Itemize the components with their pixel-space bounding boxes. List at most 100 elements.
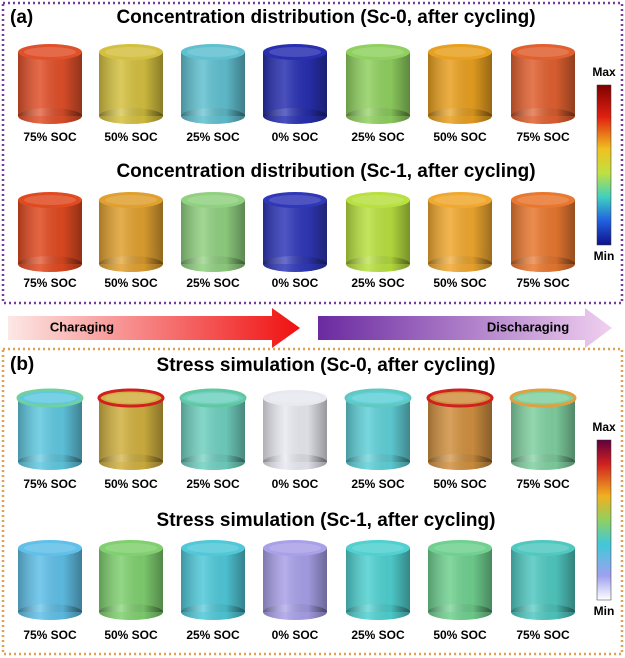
cylinder-top-highlight: [269, 393, 321, 403]
soc-label: 75% SOC: [23, 477, 77, 491]
cylinder-top-highlight: [517, 543, 569, 553]
cylinder-shade: [428, 52, 492, 116]
cylinder-bottom-shade: [511, 604, 575, 620]
cylinder-shade: [99, 398, 163, 462]
cylinder-shade: [346, 200, 410, 264]
cylinder-shade: [181, 548, 245, 612]
cylinder-shade: [263, 398, 327, 462]
cylinder-bottom-shade: [263, 256, 327, 272]
cylinder-top: [346, 192, 410, 208]
soc-label: 25% SOC: [351, 628, 405, 642]
cylinder-top: [509, 388, 577, 408]
cylinder-top: [99, 192, 163, 208]
cylinder-top: [18, 540, 82, 556]
discharging-arrow: [318, 308, 612, 348]
cylinder-bottom-shade: [99, 604, 163, 620]
cylinder-top-highlight: [24, 47, 76, 57]
cylinder-shade: [99, 52, 163, 116]
cylinder-top-highlight: [352, 195, 404, 205]
soc-label: 50% SOC: [104, 477, 158, 491]
row-title: Stress simulation (Sc-1, after cycling): [157, 510, 496, 531]
cylinder-shade: [99, 548, 163, 612]
cylinder-bottom-shade: [18, 256, 82, 272]
cylinder-top-highlight: [517, 47, 569, 57]
cylinder-shade: [511, 398, 575, 462]
cylinder-top: [426, 388, 494, 408]
colorbar: [596, 84, 612, 246]
cylinder-top: [346, 540, 410, 556]
cylinder-top: [99, 44, 163, 60]
cylinder-top-highlight: [187, 393, 239, 403]
cylinder-top-highlight: [434, 543, 486, 553]
cylinder-top: [181, 192, 245, 208]
colorbar: [596, 439, 612, 601]
cylinder-top: [16, 388, 84, 408]
cylinder-bottom-shade: [263, 108, 327, 124]
cylinder-top: [346, 44, 410, 60]
cylinder-bottom-shade: [181, 256, 245, 272]
soc-label: 75% SOC: [516, 628, 570, 642]
cylinder-top-highlight: [269, 195, 321, 205]
cylinder-top: [511, 44, 575, 60]
cylinder-shade: [428, 548, 492, 612]
cylinder-top-highlight: [24, 195, 76, 205]
cylinder-top-highlight: [517, 195, 569, 205]
cylinder-top-highlight: [434, 47, 486, 57]
cylinder-bottom-shade: [511, 256, 575, 272]
cylinder-shade: [511, 200, 575, 264]
cylinder-top: [263, 192, 327, 208]
cylinder-top-highlight: [187, 47, 239, 57]
cylinder-bottom-shade: [346, 454, 410, 470]
cylinder-shade: [511, 52, 575, 116]
cylinder-top-highlight: [105, 47, 157, 57]
cylinder-top: [263, 390, 327, 406]
soc-label: 75% SOC: [516, 477, 570, 491]
cylinder-top-highlight: [105, 393, 157, 403]
cylinder-bottom-shade: [511, 454, 575, 470]
panel-b-border: [1, 347, 624, 656]
cylinder-top-highlight: [352, 543, 404, 553]
cylinder-bottom-shade: [181, 108, 245, 124]
discharging-label: Discharaging: [487, 319, 569, 334]
charging-arrow: [8, 308, 300, 348]
cylinder-shade: [18, 548, 82, 612]
colorbar-max: Max: [592, 65, 616, 79]
soc-label: 25% SOC: [186, 276, 240, 290]
row-title: Concentration distribution (Sc-0, after …: [116, 7, 535, 28]
soc-label: 50% SOC: [433, 130, 487, 144]
cylinder-top: [344, 388, 412, 408]
cylinder-shade: [263, 548, 327, 612]
cylinder-shade: [428, 398, 492, 462]
cylinder-top: [181, 44, 245, 60]
cylinder-bottom-shade: [181, 454, 245, 470]
cylinder-shade: [18, 52, 82, 116]
cylinder-top: [511, 192, 575, 208]
cylinder-top-highlight: [187, 543, 239, 553]
cylinder-bottom-shade: [428, 604, 492, 620]
cylinder-bottom-shade: [346, 108, 410, 124]
soc-label: 25% SOC: [186, 130, 240, 144]
cylinder-top: [263, 44, 327, 60]
cylinder-bottom-shade: [18, 454, 82, 470]
cylinder-shade: [99, 200, 163, 264]
cylinder-top: [18, 192, 82, 208]
cylinder-shade: [181, 200, 245, 264]
soc-label: 0% SOC: [272, 130, 319, 144]
cylinder-bottom-shade: [263, 454, 327, 470]
cylinder-bottom-shade: [263, 604, 327, 620]
cylinder-top-highlight: [434, 393, 486, 403]
cylinder-top: [181, 540, 245, 556]
cylinder-top: [428, 540, 492, 556]
soc-label: 75% SOC: [23, 276, 77, 290]
cylinder-shade: [18, 398, 82, 462]
cylinder-bottom-shade: [181, 604, 245, 620]
cylinder-bottom-shade: [346, 604, 410, 620]
cylinder-bottom-shade: [99, 454, 163, 470]
cylinder-bottom-shade: [99, 108, 163, 124]
cylinder-top-highlight: [24, 543, 76, 553]
soc-label: 25% SOC: [186, 477, 240, 491]
cylinder-shade: [428, 200, 492, 264]
colorbar-min: Min: [594, 249, 615, 263]
cylinder-top-highlight: [352, 47, 404, 57]
cylinder-top: [99, 540, 163, 556]
